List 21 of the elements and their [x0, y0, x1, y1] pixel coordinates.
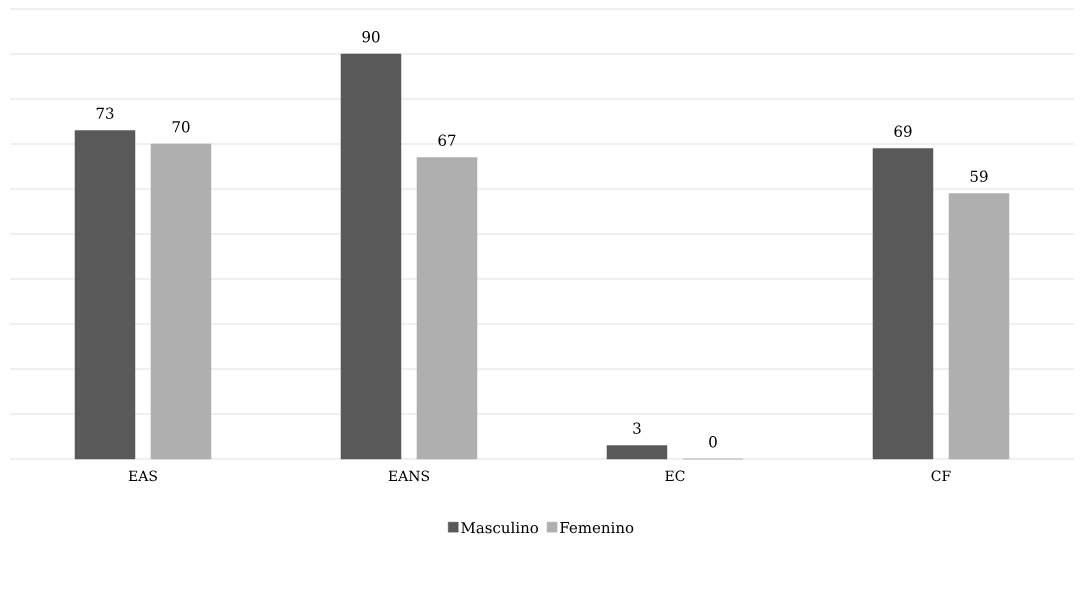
bar [150, 143, 212, 460]
bar [948, 193, 1010, 460]
bar [416, 157, 478, 460]
x-tick-label: CF [931, 470, 951, 482]
bar [606, 445, 668, 460]
data-label: 90 [362, 31, 380, 43]
data-label: 3 [633, 422, 641, 434]
data-label: 69 [894, 125, 912, 137]
data-label: 73 [96, 107, 114, 119]
bar [74, 130, 136, 460]
x-tick-label: EC [665, 470, 685, 482]
legend-label: Femenino [560, 521, 634, 534]
bar [340, 53, 402, 460]
x-tick-label: EANS [388, 470, 430, 482]
data-label: 67 [438, 134, 456, 146]
x-tick-label: EAS [128, 470, 157, 482]
data-label: 70 [172, 121, 190, 133]
legend-label: Masculino [461, 521, 539, 534]
data-label: 0 [709, 436, 717, 448]
bar [872, 148, 934, 460]
data-label: 59 [970, 170, 988, 182]
